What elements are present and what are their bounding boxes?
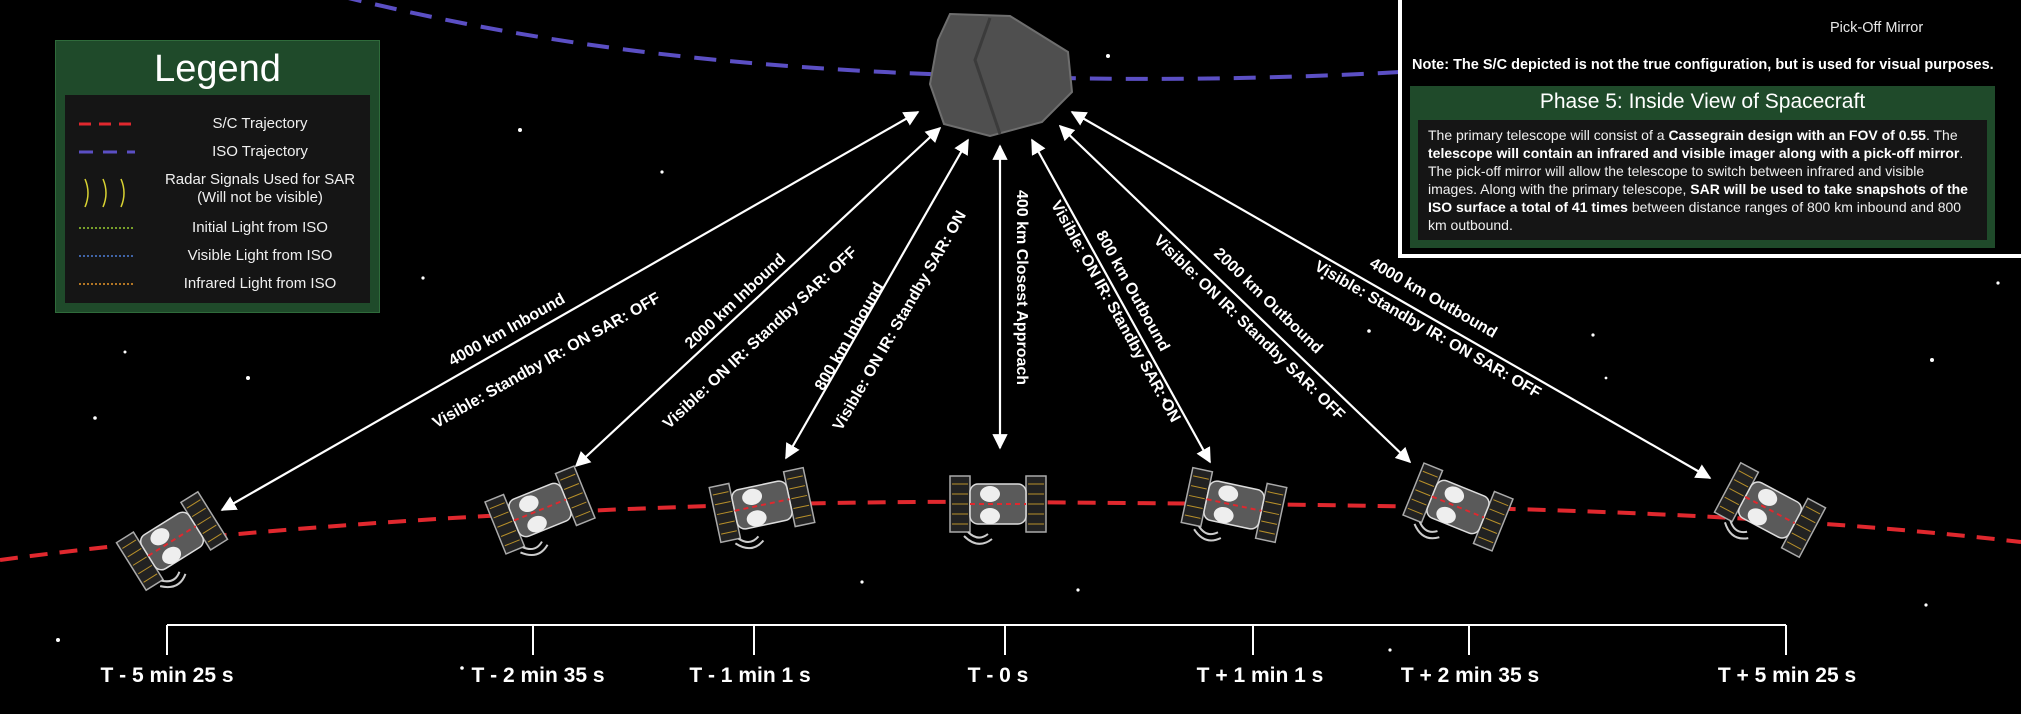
phase-text-bold: telescope will contain an infrared and v… <box>1428 145 1959 161</box>
phase-text-bold: Cassegrain design with an FOV of 0.55 <box>1668 127 1926 143</box>
phase-text: The primary telescope will consist of a <box>1428 127 1668 143</box>
visual-note: Note: The S/C depicted is not the true c… <box>1412 57 2012 73</box>
spacecraft-group <box>116 463 1825 600</box>
blue-dotted-line-icon <box>75 247 135 265</box>
spacecraft-6 <box>1399 463 1513 562</box>
legend-label: ISO Trajectory <box>155 143 365 161</box>
timeline-label: T - 5 min 25 s <box>100 664 233 688</box>
timeline-label: T - 2 min 35 s <box>471 664 604 688</box>
legend-label: Radar Signals Used for SAR (Will not be … <box>155 171 365 207</box>
iso-trajectory <box>340 0 1400 79</box>
legend-label: Infrared Light from ISO <box>155 275 365 293</box>
legend-label: S/C Trajectory <box>155 115 365 133</box>
orange-dotted-line-icon <box>75 275 135 293</box>
red-dashed-line-icon <box>75 115 135 133</box>
timeline-bar <box>167 625 1786 655</box>
legend-label: Initial Light from ISO <box>155 219 365 237</box>
timeline-label: T + 5 min 25 s <box>1718 664 1856 688</box>
legend-body: S/C Trajectory ISO Trajectory Radar Sign… <box>65 95 370 303</box>
spacecraft-5 <box>1179 468 1287 554</box>
legend-label-line1: Radar Signals Used for SAR <box>165 171 355 188</box>
legend-label-line2: (Will not be visible) <box>197 189 323 206</box>
phase-panel: Phase 5: Inside View of Spacecraft The p… <box>1410 86 1995 248</box>
spacecraft-2 <box>485 466 599 565</box>
timeline-label: T - 1 min 1 s <box>689 664 810 688</box>
arrow-800-outbound <box>1032 140 1210 462</box>
phase-text: . The <box>1926 127 1958 143</box>
phase-description: The primary telescope will consist of a … <box>1418 120 1987 240</box>
yellow-arcs-icon <box>75 173 135 213</box>
timeline-label: T + 1 min 1 s <box>1197 664 1324 688</box>
iso-asteroid <box>930 14 1072 136</box>
spacecraft-7 <box>1709 463 1826 568</box>
pickoff-mirror-label: Pick-Off Mirror <box>1830 20 1923 36</box>
approach-range-label: 400 km Closest Approach <box>1012 190 1030 385</box>
spacecraft-4 <box>950 476 1046 544</box>
timeline-label: T - 0 s <box>968 664 1029 688</box>
legend-label: Visible Light from ISO <box>155 247 365 265</box>
legend-title: Legend <box>56 45 379 93</box>
arrow-2000-inbound <box>576 128 940 466</box>
purple-dashed-line-icon <box>75 143 135 161</box>
legend-item: Radar Signals Used for SAR (Will not be … <box>65 171 370 211</box>
spacecraft-3 <box>709 468 817 554</box>
green-dotted-line-icon <box>75 219 135 237</box>
spacecraft-1 <box>116 492 233 600</box>
phase-title: Phase 5: Inside View of Spacecraft <box>1410 88 1995 116</box>
timeline-label: T + 2 min 35 s <box>1401 664 1539 688</box>
legend-panel: Legend S/C Trajectory ISO Trajectory Rad… <box>55 40 380 313</box>
